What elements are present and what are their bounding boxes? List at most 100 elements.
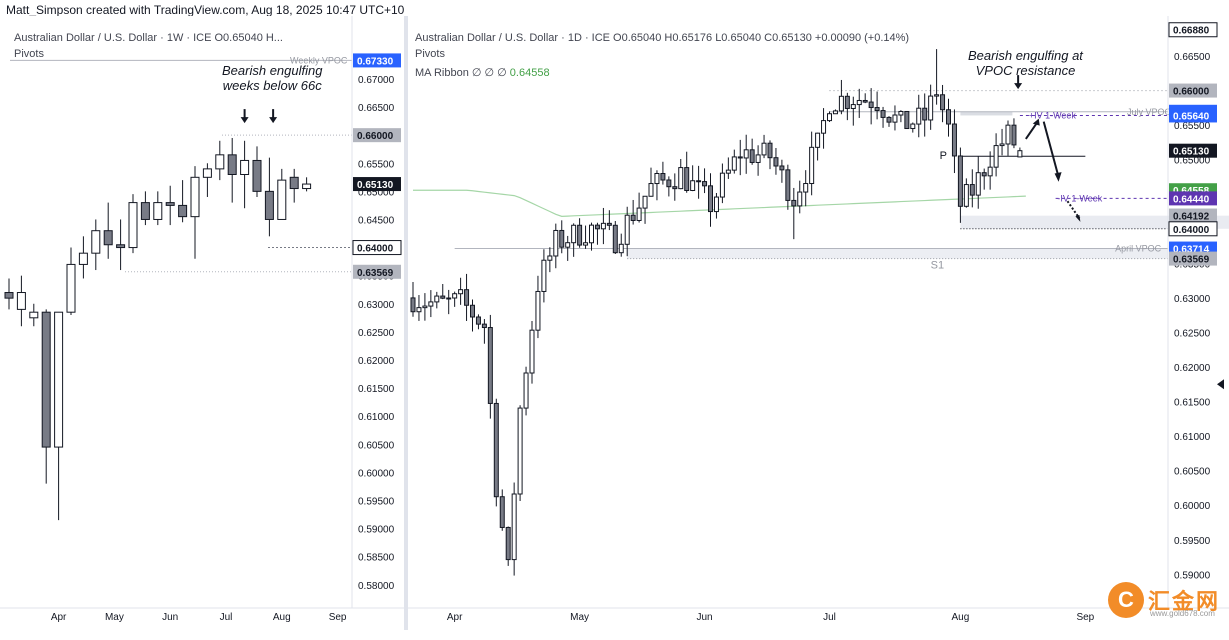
candle-body [684, 167, 690, 191]
candle-body [731, 156, 737, 171]
daily-line-label: April VPOC [1115, 244, 1162, 254]
price-badge-text: 0.63569 [357, 268, 394, 279]
x-tick-label: May [105, 612, 124, 623]
candle-body [264, 190, 274, 220]
daily-candle [696, 165, 702, 199]
daily-candle [892, 105, 898, 131]
daily-price-badge: 0.65640 [1169, 108, 1217, 123]
daily-candle [594, 222, 600, 245]
candle-body [838, 95, 844, 112]
weekly-price-badge: 0.67330 [353, 53, 401, 68]
weekly-candle [54, 311, 64, 521]
daily-candle [708, 173, 713, 227]
scroll-marker-icon [1217, 379, 1224, 390]
price-badge-text: 0.64000 [357, 244, 394, 255]
price-badge-text: 0.64440 [1173, 194, 1210, 205]
daily-support-zone [960, 215, 1229, 229]
candle-body [761, 142, 767, 156]
arrow-head [240, 117, 249, 124]
daily-candle [916, 94, 922, 138]
daily-candle [815, 132, 821, 161]
candle-body [702, 181, 708, 187]
daily-chart-panel[interactable]: July VPOC +IV 1-Week -IV 1-Week April VPOC S… [408, 16, 1229, 630]
daily-legend-title: Australian Dollar / U.S. Dollar · 1D · I… [415, 32, 910, 44]
price-badge-bg [352, 240, 402, 256]
candle-body [928, 95, 934, 121]
candle-body [252, 159, 262, 192]
daily-line-label: -IV 1-Week [1057, 193, 1102, 203]
weekly-chart-svg[interactable]: Weekly VPOC 0.67000 0.66500 0.66000 0.65500 0… [0, 16, 405, 630]
x-tick-label: Sep [1076, 612, 1094, 623]
daily-candle [743, 134, 749, 174]
candle-body [4, 292, 14, 299]
daily-candle [910, 122, 916, 133]
weekly-candle [178, 180, 188, 223]
candle-body [458, 289, 464, 295]
daily-candle [761, 134, 767, 159]
y-tick-label: 0.60000 [1174, 501, 1211, 512]
candle-body [725, 169, 731, 174]
candle-body [749, 149, 755, 163]
y-tick-label: 0.67000 [358, 75, 395, 86]
x-tick-label: Aug [952, 612, 970, 623]
daily-candle [690, 165, 696, 192]
candle-body [446, 297, 452, 300]
daily-chart-svg[interactable]: July VPOC +IV 1-Week -IV 1-Week April VPOC S… [408, 16, 1229, 630]
candle-body [946, 109, 951, 125]
y-tick-label: 0.62000 [1174, 363, 1211, 374]
weekly-candle [264, 157, 274, 237]
candle-body [1017, 150, 1023, 158]
y-tick-label: 0.62000 [358, 356, 395, 367]
arrow-up-head [1032, 118, 1040, 126]
daily-candle [791, 187, 797, 240]
daily-annotation-line2: VPOC resistance [975, 63, 1076, 78]
candle-body [505, 526, 511, 561]
arrow-down-head [1054, 172, 1062, 182]
candle-body [475, 316, 481, 325]
candle-body [215, 154, 225, 170]
candle-body [904, 110, 910, 130]
daily-candle [856, 88, 862, 118]
ma-ribbon-value: 0.64558 [509, 67, 550, 79]
daily-price-badge: 0.65130 [1169, 143, 1217, 158]
candle-body [153, 202, 163, 220]
candle-body [922, 107, 928, 121]
panel-divider[interactable] [404, 16, 408, 630]
candle-body [624, 214, 630, 245]
y-tick-label: 0.60000 [358, 468, 395, 479]
candle-body [612, 224, 618, 254]
daily-candle [684, 151, 690, 193]
y-tick-label: 0.63000 [358, 300, 395, 311]
candle-body [678, 167, 684, 190]
candle-body [666, 179, 672, 188]
weekly-candle [91, 219, 101, 271]
daily-candle [553, 223, 559, 269]
candle-body [815, 132, 821, 148]
daily-candle [636, 192, 642, 223]
weekly-candle [29, 303, 39, 327]
daily-annotation: Bearish engulfing at VPOC resistance [968, 48, 1083, 78]
daily-candle [577, 218, 583, 248]
daily-april-zone [627, 248, 1168, 259]
daily-legend-pivots: Pivots [415, 48, 445, 60]
y-tick-label: 0.61500 [1174, 398, 1211, 409]
price-badge-text: 0.66000 [1173, 87, 1210, 98]
candle-body [963, 184, 969, 207]
daily-line-label: July VPOC [1127, 107, 1172, 117]
daily-candle [464, 273, 470, 321]
daily-candle [809, 131, 815, 196]
weekly-annotation-line1: Bearish engulfing [222, 63, 323, 78]
price-badge-bg [353, 264, 401, 279]
candle-body [103, 230, 113, 246]
daily-candle [589, 222, 594, 251]
candle-body [940, 94, 946, 111]
daily-candle [666, 176, 672, 197]
candle-body [78, 252, 88, 265]
weekly-candle [128, 194, 138, 254]
candle-body [660, 173, 666, 181]
weekly-chart-panel[interactable]: Weekly VPOC 0.67000 0.66500 0.66000 0.65500 0… [0, 16, 405, 630]
daily-candle [517, 405, 523, 502]
weekly-candle [190, 166, 200, 259]
daily-candle [583, 225, 589, 249]
candle-body [874, 107, 880, 112]
